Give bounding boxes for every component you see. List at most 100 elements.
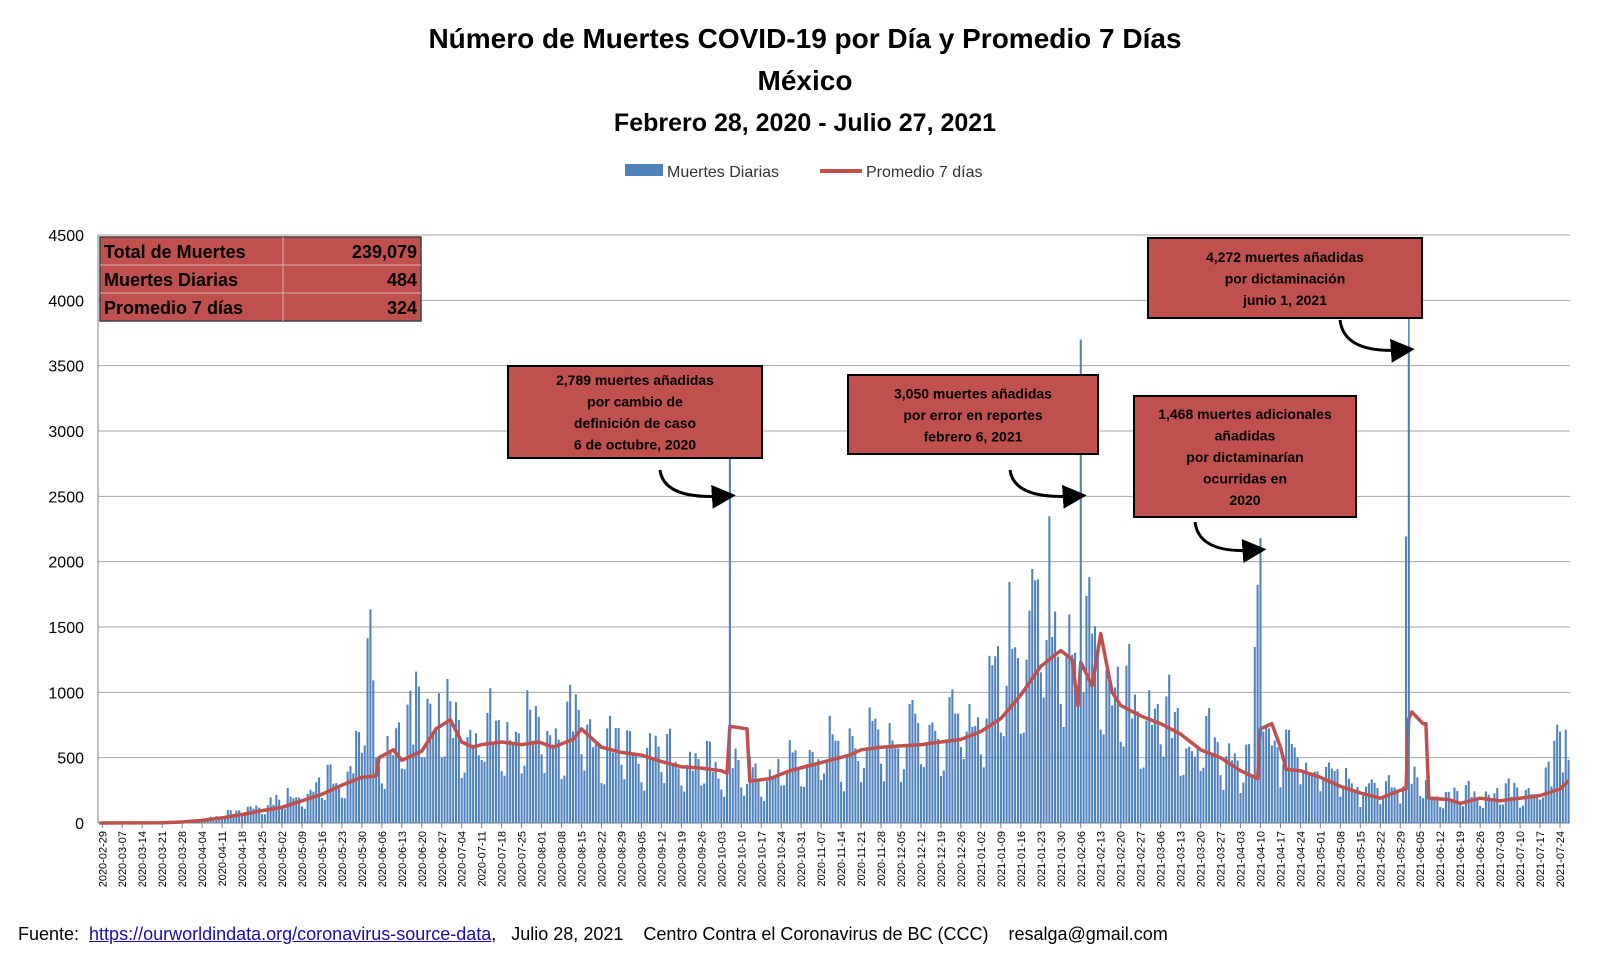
bar	[1202, 767, 1205, 823]
bar	[959, 747, 962, 823]
bar	[1099, 729, 1102, 823]
bar	[666, 734, 669, 823]
bar	[1222, 789, 1225, 823]
x-tick-label: 2020-06-20	[417, 831, 429, 887]
bar	[1236, 760, 1239, 823]
bar	[1071, 654, 1074, 823]
bar	[1530, 794, 1533, 823]
bar	[403, 769, 406, 823]
bar	[1527, 788, 1530, 823]
x-tick-label: 2020-12-12	[916, 831, 928, 887]
bar	[1162, 756, 1165, 823]
x-tick-label: 2020-04-11	[217, 831, 229, 886]
bar	[757, 781, 760, 823]
bar	[674, 761, 677, 823]
bar	[771, 777, 774, 823]
bar	[1185, 748, 1188, 823]
x-tick-label: 2021-02-20	[1116, 831, 1128, 887]
x-tick-label: 2020-03-28	[177, 831, 189, 887]
bar	[1339, 796, 1342, 823]
bar	[968, 704, 971, 823]
bar	[1493, 793, 1496, 823]
bar	[1025, 659, 1028, 823]
bar	[825, 760, 828, 823]
bar	[646, 747, 649, 823]
bar	[1250, 775, 1253, 823]
bar	[1219, 775, 1222, 823]
bar	[1504, 783, 1507, 823]
bar	[962, 759, 965, 823]
bar	[905, 744, 908, 823]
bar	[957, 713, 960, 823]
bar	[315, 782, 318, 823]
bar	[509, 740, 512, 823]
bar	[1028, 610, 1031, 823]
x-tick-label: 2021-01-23	[1036, 831, 1048, 887]
bar	[1082, 692, 1085, 823]
bar	[606, 728, 609, 823]
source-link[interactable]: https://ourworldindata.org/coronavirus-s…	[89, 924, 492, 944]
x-tick-label: 2020-05-09	[297, 831, 309, 887]
bar	[406, 704, 409, 823]
bar	[1359, 807, 1362, 823]
bar	[800, 786, 803, 823]
bar	[452, 738, 455, 823]
bar	[931, 722, 934, 823]
bar	[1293, 747, 1296, 823]
bar	[1442, 808, 1445, 823]
annotation-box	[847, 374, 1099, 455]
plot-grid	[97, 234, 1570, 824]
bar	[377, 765, 381, 823]
bar	[443, 756, 446, 823]
x-tick-label: 2020-08-08	[557, 831, 569, 887]
bar	[1014, 647, 1017, 823]
bar	[611, 752, 614, 823]
bar	[934, 730, 937, 823]
bar	[549, 735, 552, 823]
bar	[1322, 777, 1325, 823]
bar	[551, 744, 555, 823]
bar	[534, 705, 537, 823]
bar	[466, 737, 469, 823]
annotation-box	[507, 365, 763, 459]
seven-day-average-line	[99, 631, 1570, 825]
x-tick-label: 2020-11-21	[856, 831, 868, 886]
bar	[420, 757, 423, 823]
bar	[1051, 637, 1054, 823]
bar	[1516, 787, 1519, 823]
bar	[942, 770, 945, 823]
bar	[1002, 736, 1005, 823]
bar	[834, 740, 837, 823]
bar	[591, 747, 594, 823]
bar	[1558, 731, 1562, 823]
x-tick-label: 2020-12-26	[956, 831, 968, 887]
bar	[1556, 724, 1559, 823]
bar	[982, 767, 985, 823]
bar	[241, 814, 244, 823]
x-tick-label: 2021-04-24	[1295, 831, 1307, 887]
annotation-text: junio 1, 2021	[1242, 292, 1327, 308]
bar	[1148, 690, 1151, 823]
bar	[1513, 782, 1516, 823]
bar	[1036, 579, 1039, 823]
bar	[911, 700, 914, 823]
bar	[760, 796, 763, 823]
bar	[1436, 796, 1439, 823]
annotation-text: por dictaminación	[1225, 270, 1346, 286]
x-tick-label: 2020-09-26	[696, 831, 708, 887]
bar	[1476, 797, 1479, 823]
bar	[794, 750, 797, 823]
bar	[1416, 777, 1419, 823]
bar	[1413, 766, 1416, 823]
x-tick-label: 2021-03-20	[1196, 831, 1208, 887]
annotation-text: ocurridas en	[1203, 470, 1287, 486]
bar	[691, 770, 694, 823]
bar	[977, 717, 980, 823]
x-tick-label: 2020-06-13	[397, 831, 409, 887]
bar	[1210, 755, 1214, 823]
bar	[740, 787, 743, 823]
annotation-text: febrero 6, 2021	[924, 428, 1023, 444]
bar	[877, 729, 880, 823]
bar	[417, 686, 420, 823]
